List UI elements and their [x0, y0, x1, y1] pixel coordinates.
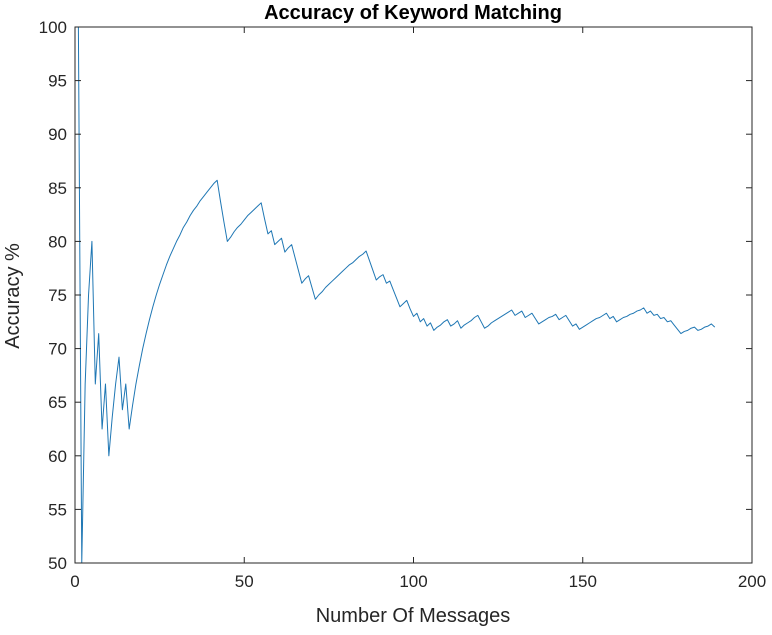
- y-tick-label: 95: [48, 72, 67, 91]
- y-tick-label: 90: [48, 125, 67, 144]
- x-tick-label: 150: [569, 572, 597, 591]
- plot-area: [77, 26, 716, 564]
- x-tick-label: 0: [70, 572, 79, 591]
- x-tick-label: 100: [399, 572, 427, 591]
- y-tick-label: 65: [48, 393, 67, 412]
- y-tick-label: 80: [48, 232, 67, 251]
- y-tick-label: 75: [48, 286, 67, 305]
- y-tick-label: 60: [48, 447, 67, 466]
- x-axis-label: Number Of Messages: [316, 605, 511, 627]
- x-tick-label: 200: [738, 572, 766, 591]
- y-tick-label: 55: [48, 500, 67, 519]
- x-tick-label: 50: [235, 572, 254, 591]
- series-line: [77, 26, 716, 564]
- y-tick-label: 100: [39, 18, 67, 37]
- y-tick-label: 85: [48, 179, 67, 198]
- chart-title: Accuracy of Keyword Matching: [264, 2, 562, 24]
- y-axis-label: Accuracy %: [2, 243, 24, 349]
- y-tick-label: 50: [48, 554, 67, 573]
- y-tick-label: 70: [48, 340, 67, 359]
